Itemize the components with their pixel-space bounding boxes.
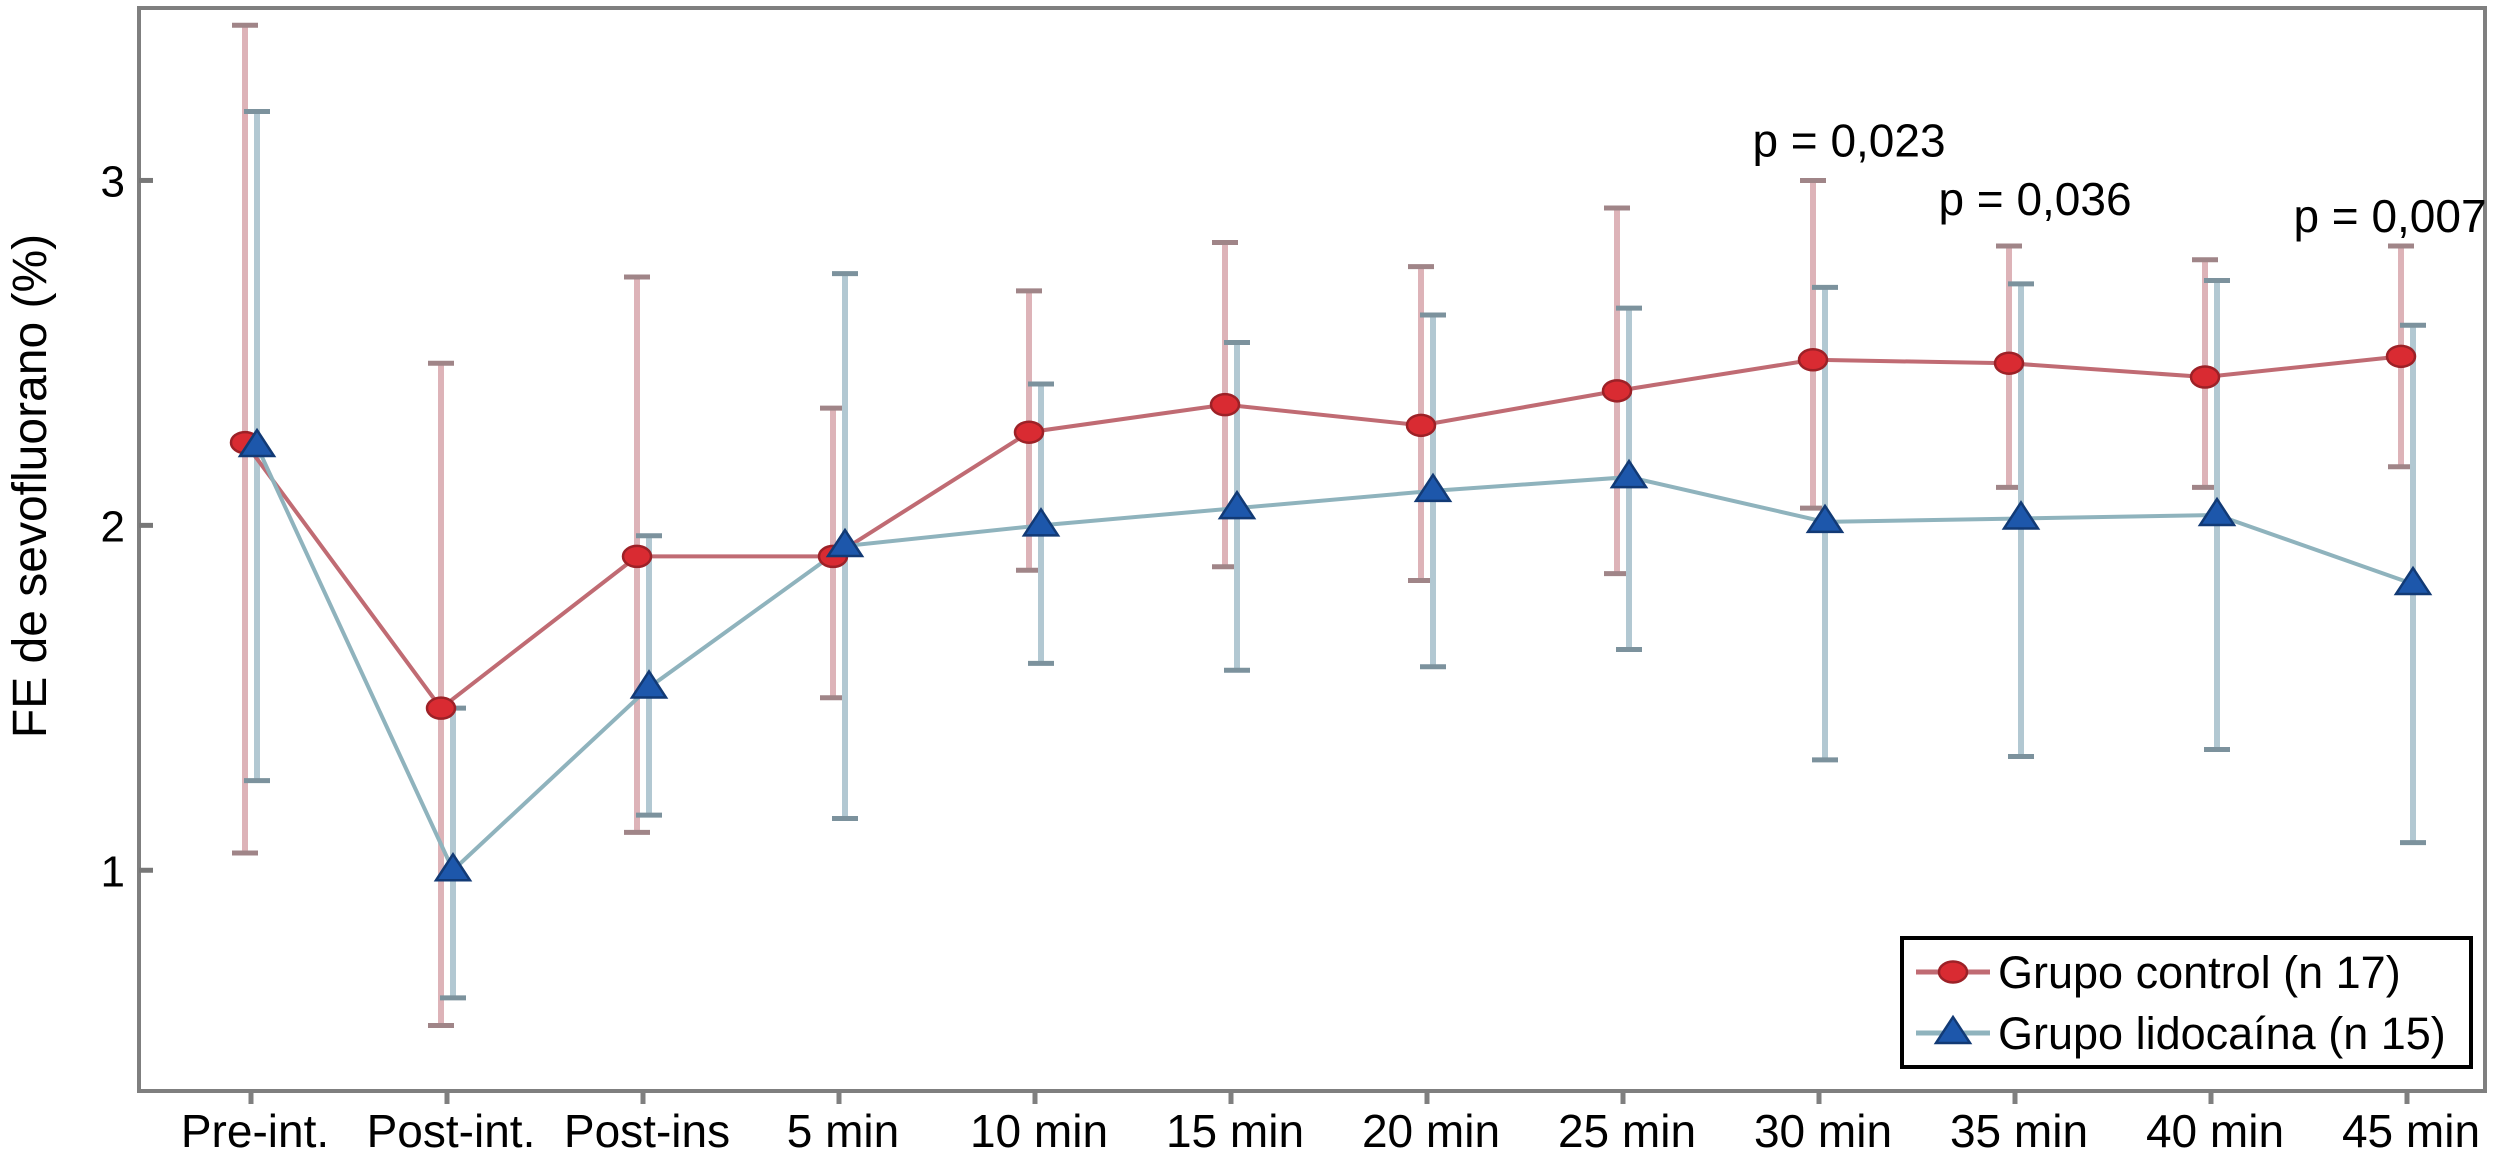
- circle-marker: [621, 544, 653, 569]
- legend-label: Grupo control (n 17): [1998, 947, 2401, 998]
- series-line-lidocaina: [255, 445, 2414, 874]
- legend-box: [1900, 936, 2473, 1069]
- triangle-marker: [237, 427, 277, 458]
- triangle-marker: [825, 527, 865, 558]
- circle-marker: [1993, 351, 2025, 376]
- plot-frame: [137, 6, 2487, 1093]
- y-axis-title: FE de sevofluorano (%): [4, 234, 57, 738]
- triangle-marker: [1217, 489, 1257, 520]
- series-markers-control: [229, 344, 2417, 720]
- triangle-marker: [629, 669, 669, 699]
- x-tick-label: 5 min: [787, 1105, 899, 1156]
- p-value-label: p = 0,007: [2293, 190, 2486, 242]
- x-axis: Pre-int. Post-int. Post-ins 5 min 10 min 15 m…: [181, 1091, 2480, 1156]
- x-tick-label: 45 min: [2342, 1105, 2480, 1156]
- series-line-control: [243, 354, 2402, 711]
- y-tick-label: 3: [101, 157, 125, 206]
- x-tick-label: Post-ins: [564, 1105, 730, 1156]
- x-tick-label: 40 min: [2146, 1105, 2284, 1156]
- triangle-marker: [1805, 503, 1845, 534]
- triangle-marker: [1609, 458, 1649, 489]
- x-tick-label: 20 min: [1362, 1105, 1500, 1156]
- circle-marker: [1209, 392, 1241, 417]
- y-axis: 1 2 3: [101, 157, 153, 896]
- legend-marker-control: [1937, 960, 1969, 984]
- y-tick-label: 2: [101, 502, 125, 551]
- triangle-marker: [1413, 472, 1453, 503]
- circle-marker: [1797, 348, 1829, 372]
- p-value-annotations: p = 0,023 p = 0,036 p = 0,007: [1752, 114, 2486, 242]
- x-tick-label: 25 min: [1558, 1105, 1696, 1156]
- triangle-marker: [2001, 500, 2041, 530]
- x-tick-label: 15 min: [1166, 1105, 1304, 1156]
- legend: Grupo control (n 17) Grupo lidocaína (n 1…: [1900, 936, 2473, 1069]
- circle-marker: [1405, 413, 1437, 438]
- legend-label: Grupo lidocaína (n 15): [1998, 1008, 2446, 1059]
- triangle-marker: [2393, 565, 2433, 596]
- triangle-marker: [433, 851, 473, 882]
- series-markers-lidocaina: [237, 427, 2433, 882]
- triangle-marker: [2197, 496, 2237, 527]
- x-tick-label: Pre-int.: [181, 1105, 329, 1156]
- x-tick-label: Post-int.: [367, 1105, 536, 1156]
- x-tick-label: 10 min: [970, 1105, 1108, 1156]
- p-value-label: p = 0,023: [1752, 114, 1945, 166]
- p-value-label: p = 0,036: [1938, 173, 2131, 225]
- legend-marker-lidocaina: [1933, 1014, 1973, 1045]
- x-tick-label: 35 min: [1950, 1105, 2088, 1156]
- circle-marker: [2189, 365, 2221, 389]
- circle-marker: [1013, 420, 1045, 444]
- circle-marker: [1601, 379, 1633, 403]
- circle-marker: [425, 696, 457, 720]
- triangle-marker: [1021, 507, 1061, 537]
- y-tick-label: 1: [101, 847, 125, 896]
- x-tick-label: 30 min: [1754, 1105, 1892, 1156]
- circle-marker: [2385, 344, 2417, 369]
